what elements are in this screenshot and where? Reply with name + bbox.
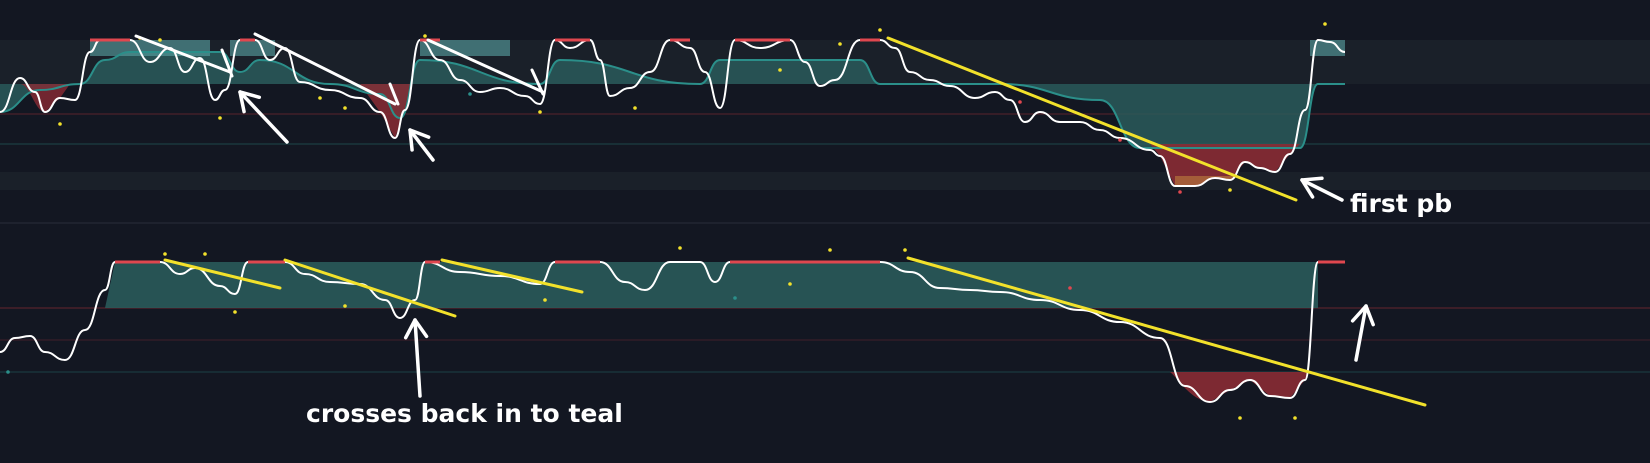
dot-18 xyxy=(6,370,10,374)
dot-24 xyxy=(678,246,682,250)
dot-27 xyxy=(828,248,832,252)
dot-20 xyxy=(203,252,207,256)
dot-11 xyxy=(838,42,842,46)
upper-red-area-2 xyxy=(360,84,410,138)
dot-10 xyxy=(778,68,782,72)
dot-25 xyxy=(733,296,737,300)
dot-17 xyxy=(1323,22,1327,26)
dot-21 xyxy=(233,310,237,314)
trendline-1 xyxy=(134,34,232,74)
dot-15 xyxy=(1178,190,1182,194)
dot-3 xyxy=(218,116,222,120)
trendline-7 xyxy=(906,256,1427,407)
dot-4 xyxy=(318,96,322,100)
dot-16 xyxy=(1228,188,1232,192)
dot-8 xyxy=(538,110,542,114)
trendline-6 xyxy=(440,258,584,294)
trend-tick-2 xyxy=(530,68,545,96)
dot-2 xyxy=(158,38,162,42)
upper-band-bottom xyxy=(0,172,1650,190)
dot-14 xyxy=(1118,138,1122,142)
trendline-4 xyxy=(163,258,282,290)
dot-31 xyxy=(1293,416,1297,420)
arrow-first-pb-shaft xyxy=(1300,178,1344,202)
dot-19 xyxy=(163,252,167,256)
trendline-0 xyxy=(886,36,1298,202)
arrow-upper-1-head xyxy=(238,90,262,114)
arrow-crosses-back-shaft xyxy=(413,318,422,398)
trendline-3 xyxy=(426,38,545,94)
arrow-upper-2-head xyxy=(408,128,431,152)
dot-28 xyxy=(903,248,907,252)
upper-teal-area xyxy=(0,52,1345,148)
dot-5 xyxy=(343,106,347,110)
arrow-lower-right-shaft xyxy=(1354,304,1368,362)
dot-23 xyxy=(543,298,547,302)
trend-tick-1 xyxy=(388,82,400,106)
lower-teal-area xyxy=(105,262,1318,308)
arrow-lower-right-head xyxy=(1350,304,1375,327)
dot-30 xyxy=(1238,416,1242,420)
upper-slow-line xyxy=(0,50,1345,150)
arrow-upper-1-shaft xyxy=(238,90,289,144)
dot-0 xyxy=(58,122,62,126)
annotation-first-pb: first pb xyxy=(1350,189,1452,218)
dot-26 xyxy=(788,282,792,286)
dot-7 xyxy=(468,92,472,96)
arrow-crosses-back-head xyxy=(403,318,429,340)
trendline-2 xyxy=(253,32,397,106)
annotation-crosses-back: crosses back in to teal xyxy=(306,399,623,428)
dot-9 xyxy=(633,106,637,110)
arrow-upper-2-shaft xyxy=(408,128,435,162)
dot-13 xyxy=(1018,100,1022,104)
trend-tick-0 xyxy=(220,48,234,78)
trendline-5 xyxy=(283,258,457,318)
dot-12 xyxy=(878,28,882,32)
upper-red-area-3 xyxy=(1150,144,1300,186)
dot-29 xyxy=(1068,286,1072,290)
arrow-first-pb-head xyxy=(1300,176,1324,199)
dot-22 xyxy=(343,304,347,308)
upper-oscillator-line xyxy=(0,38,1346,187)
lower-red-area xyxy=(1170,372,1308,402)
dot-6 xyxy=(423,34,427,38)
